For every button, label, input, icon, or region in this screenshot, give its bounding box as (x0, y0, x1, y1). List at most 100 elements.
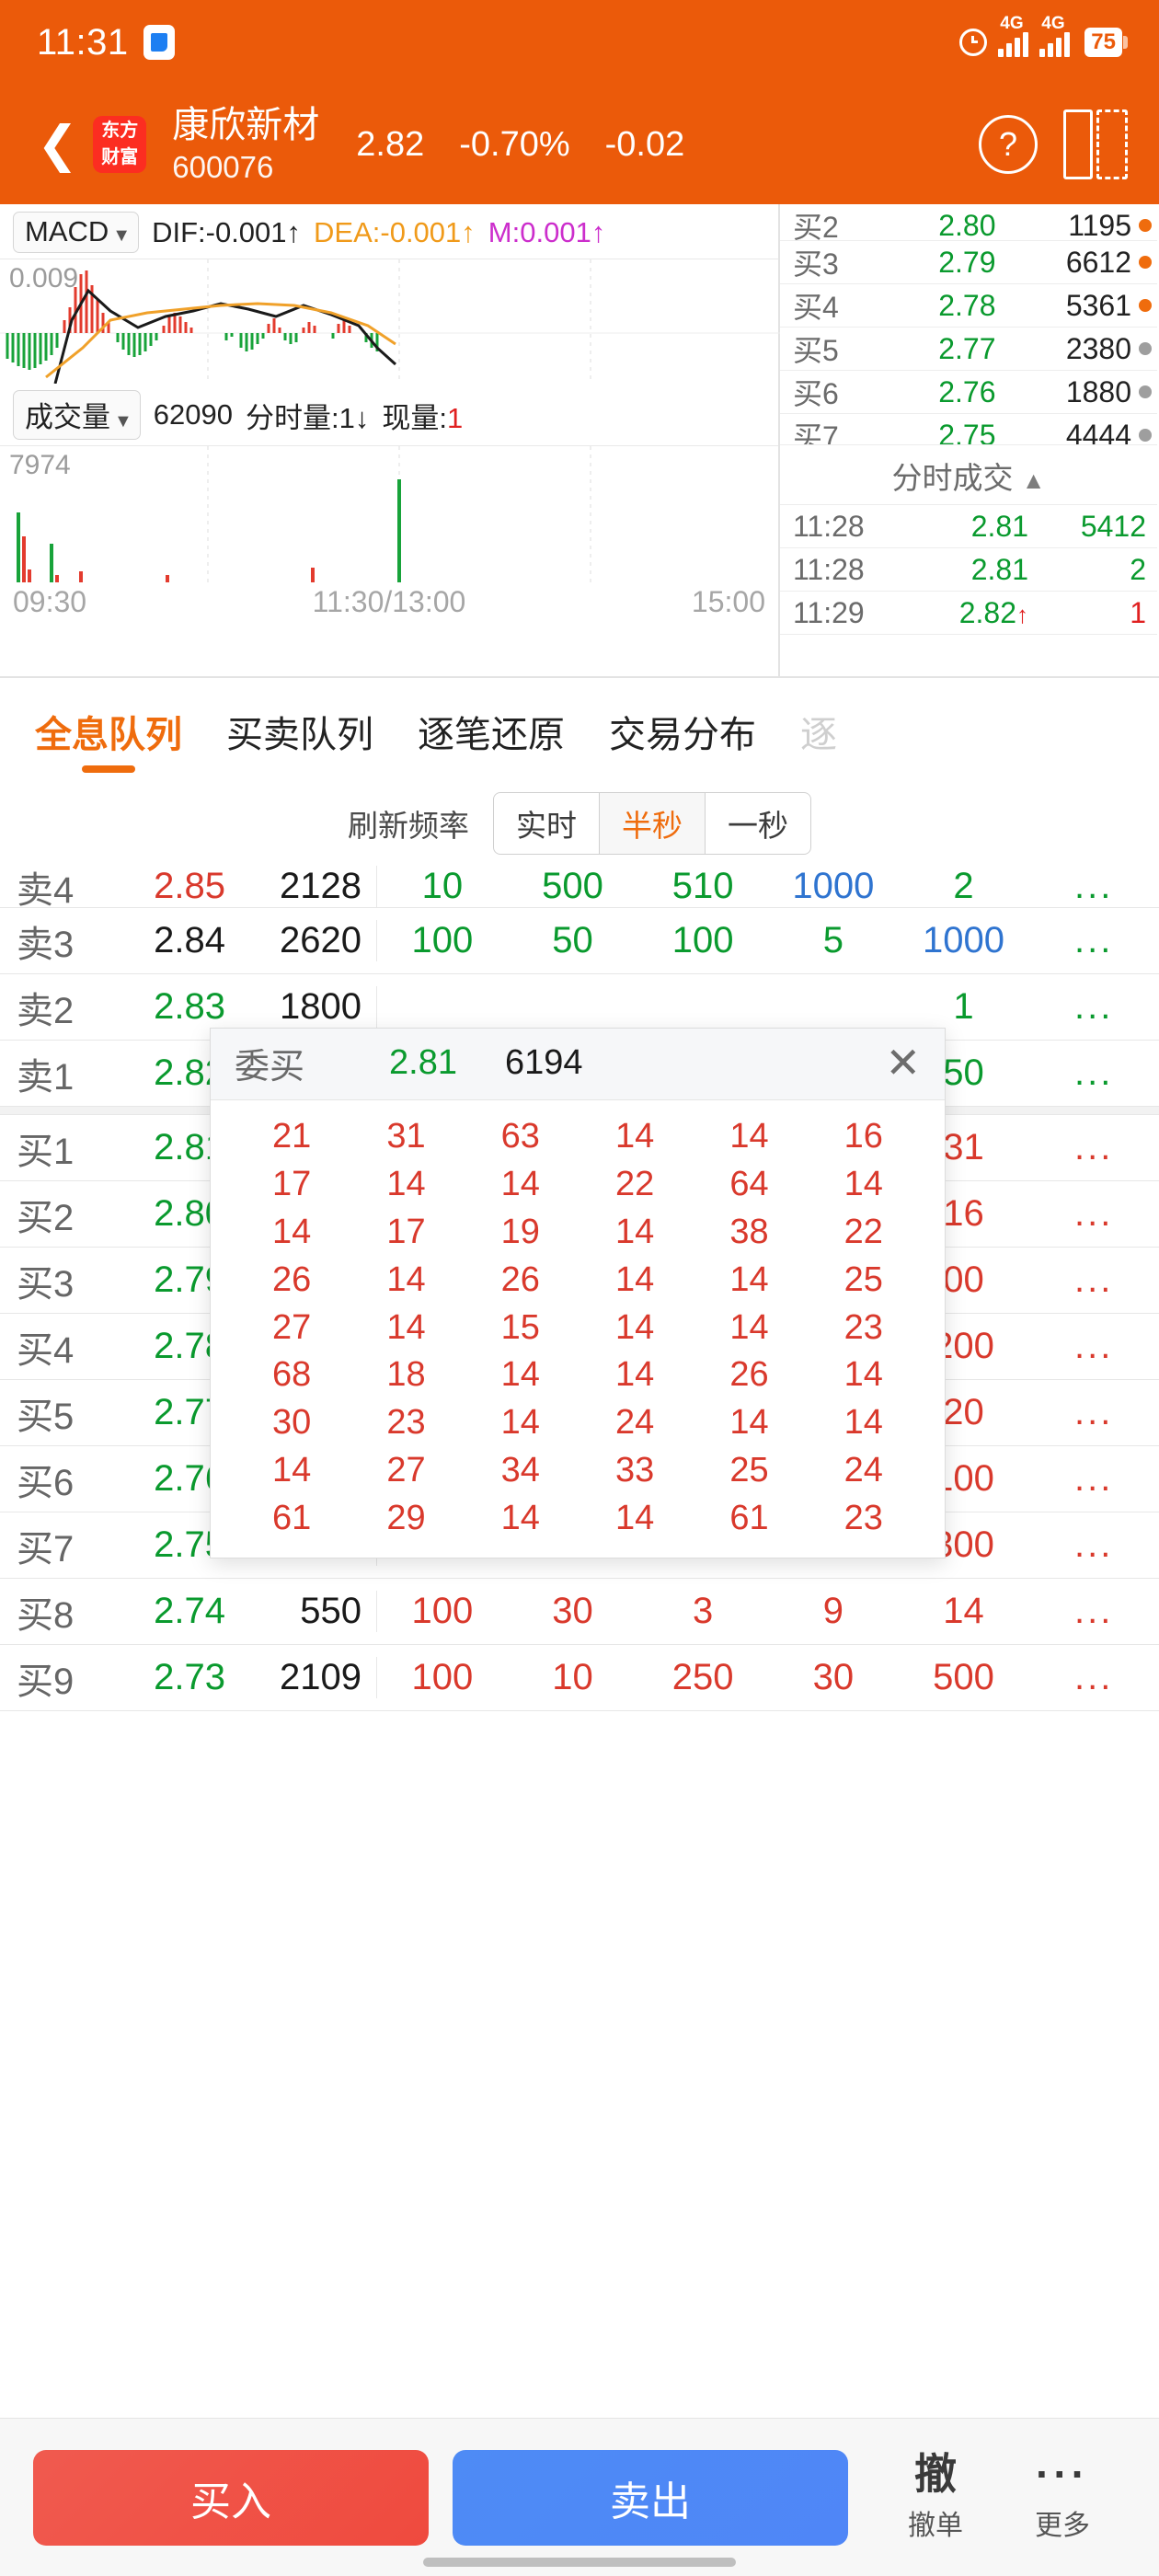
row-label: 买2 (17, 1197, 75, 1238)
stock-identity[interactable]: 康欣新材 600076 (172, 102, 319, 186)
row-cells: 100 10 250 30 500 ... (411, 1657, 1114, 1697)
order-detail-popup[interactable]: 委买 2.81 6194 ✕ 21 31 63 14 14 16 17 14 14 22 64… (210, 1028, 946, 1559)
change-percent: -0.70% (459, 124, 570, 164)
chart-quote-section: MACD ▼ DIF:-0.001↑ DEA:-0.001↑ M:0.001↑ 0… (0, 204, 1159, 678)
cancel-order-button[interactable]: 撤 撤单 (908, 2452, 963, 2542)
tick-row: 11:29 2.82↑ 1 (780, 592, 1157, 635)
row-label: 买3 (17, 1263, 75, 1305)
status-time: 11:31 (37, 21, 129, 63)
order-book-label: 买3 (793, 247, 839, 281)
home-indicator (423, 2558, 736, 2567)
order-book-label: 买5 (793, 334, 839, 367)
tab-trade-distribution[interactable]: 交易分布 (609, 715, 756, 755)
row-label: 卖4 (17, 869, 75, 908)
change-amount: -0.02 (604, 124, 685, 164)
popup-grid-row: 68 18 14 14 26 14 (272, 1355, 883, 1395)
order-book-price: 2.78 (938, 288, 996, 322)
popup-price: 2.81 (389, 1043, 457, 1082)
order-book-label: 买7 (793, 420, 839, 445)
tab-buy-sell-queue[interactable]: 买卖队列 (226, 715, 373, 755)
split-screen-icon[interactable] (1063, 109, 1128, 179)
order-book-row[interactable]: 买2 2.80 1195 (780, 204, 1157, 241)
row-price: 2.80 (154, 1193, 225, 1234)
brand-logo: 东方 财富 (93, 116, 147, 173)
close-icon[interactable]: ✕ (885, 1039, 921, 1087)
more-label: 更多 (1035, 2510, 1090, 2541)
tick-panel-title[interactable]: 分时成交 ▲ (780, 445, 1157, 505)
macd-selector-label: MACD (25, 215, 109, 247)
refresh-option-one-second[interactable]: 一秒 (728, 809, 788, 843)
order-book-row[interactable]: 买3 2.79 6612 (780, 241, 1157, 284)
order-book-row[interactable]: 买6 2.76 1880 (780, 371, 1157, 414)
order-book-dot (1139, 299, 1152, 312)
triangle-up-icon: ▲ (1021, 466, 1046, 494)
refresh-option-half-second[interactable]: 半秒 (600, 793, 706, 854)
popup-grid-row: 14 17 19 14 38 22 (272, 1212, 883, 1251)
back-button[interactable]: ❮ (37, 117, 79, 172)
volume-selector[interactable]: 成交量 ▼ (13, 390, 141, 440)
tab-overflow[interactable]: 逐 (800, 715, 837, 755)
table-row[interactable]: 买9 2.73 2109 100 10 250 30 500 ... (0, 1645, 1159, 1711)
volume-total: 62090 (153, 398, 234, 431)
macd-chart[interactable]: 0.009 (0, 259, 780, 385)
row-label: 买1 (17, 1131, 75, 1172)
macd-selector[interactable]: MACD ▼ (13, 212, 140, 253)
time-axis-end: 15:00 (691, 585, 765, 618)
order-book-row[interactable]: 买7 2.75 4444 (780, 414, 1157, 445)
row-label: 买6 (17, 1462, 75, 1503)
sell-button[interactable]: 卖出 (453, 2449, 848, 2546)
order-book-label: 买2 (793, 211, 839, 241)
brand-logo-line1: 东方 (101, 121, 139, 141)
popup-grid-row: 27 14 15 14 14 23 (272, 1307, 883, 1347)
order-book-dot (1139, 385, 1152, 398)
volume-chart[interactable]: 7974 (0, 445, 778, 582)
more-button[interactable]: ··· 更多 (1035, 2452, 1090, 2542)
tab-bar: 全息队列 买卖队列 逐笔还原 交易分布 逐 (0, 678, 1159, 779)
tab-holographic-queue[interactable]: 全息队列 (35, 705, 182, 773)
tick-volume: 5412 (1080, 509, 1146, 543)
network-type-2: 4G (1041, 13, 1065, 33)
order-book-panel: 买2 2.80 1195 买3 2.79 6612 买4 2.78 5361 买… (780, 204, 1157, 676)
row-cells: 16 ... (943, 1193, 1114, 1234)
bottom-action-bar: 买入 卖出 撤 撤单 ··· 更多 (0, 2418, 1159, 2576)
order-book-volume: 1195 (1068, 208, 1131, 241)
buy-button[interactable]: 买入 (33, 2449, 429, 2546)
refresh-frequency-segmented: 实时 半秒 一秒 (493, 792, 811, 855)
popup-grid: 21 31 63 14 14 16 17 14 14 22 64 14 14 17 19 14 38 2… (211, 1100, 945, 1558)
row-price: 2.79 (154, 1259, 225, 1300)
order-book-row[interactable]: 买4 2.78 5361 (780, 284, 1157, 328)
row-label: 买7 (17, 1528, 75, 1570)
time-axis-start: 09:30 (13, 585, 87, 618)
row-label: 卖3 (17, 924, 75, 965)
cancel-icon: 撤 (914, 2450, 957, 2499)
volume-selector-label: 成交量 (25, 401, 110, 433)
popup-grid-row: 17 14 14 22 64 14 (272, 1164, 883, 1203)
row-label: 买8 (17, 1594, 75, 1636)
row-price: 2.85 (154, 866, 225, 906)
order-book-row[interactable]: 买5 2.77 2380 (780, 328, 1157, 371)
time-axis: 09:30 11:30/13:00 15:00 (0, 581, 778, 627)
tab-tick-restore[interactable]: 逐笔还原 (418, 715, 565, 755)
more-icon: ··· (1036, 2450, 1089, 2499)
refresh-option-realtime[interactable]: 实时 (494, 793, 600, 854)
current-price: 2.82 (356, 124, 425, 164)
app-header: ❮ 东方 财富 康欣新材 600076 2.82 -0.70% -0.02 ? (0, 85, 1159, 204)
table-row[interactable]: 卖3 2.84 2620 100 50 100 5 1000 ... (0, 908, 1159, 974)
table-row[interactable]: 卖4 2.85 2128 10 500 510 1000 2 ... (0, 866, 1159, 908)
row-label: 卖1 (17, 1056, 75, 1098)
popup-grid-row: 30 23 14 24 14 14 (272, 1403, 883, 1443)
signal-icon-1: 4G (998, 14, 1029, 57)
order-book-volume: 1880 (1065, 374, 1131, 408)
battery-indicator: 75 (1084, 28, 1128, 57)
row-cells: 100 50 100 5 1000 ... (411, 920, 1114, 960)
tick-panel-title-label: 分时成交 (891, 461, 1014, 495)
row-price: 2.73 (154, 1657, 225, 1697)
popup-grid-row: 61 29 14 14 61 23 (272, 1499, 883, 1538)
help-icon[interactable]: ? (979, 115, 1038, 174)
popup-grid-row: 14 27 34 33 25 24 (272, 1451, 883, 1490)
tick-volume: 2 (1130, 552, 1146, 586)
tick-row: 11:28 2.81 5412 (780, 505, 1157, 548)
table-row[interactable]: 买8 2.74 550 100 30 3 9 14 ... (0, 1579, 1159, 1645)
row-price: 2.78 (154, 1326, 225, 1366)
row-label: 买5 (17, 1396, 75, 1437)
